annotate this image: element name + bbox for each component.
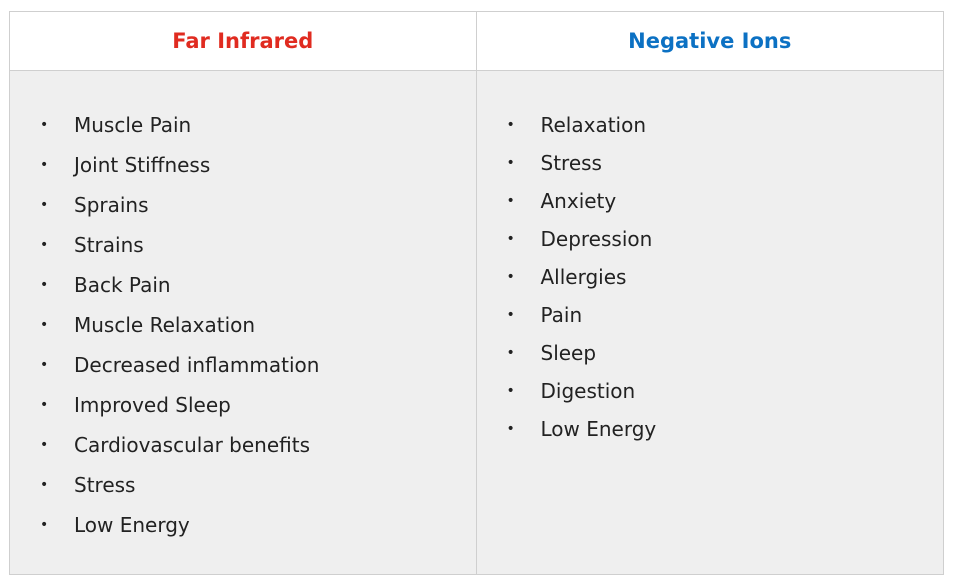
header-far-infrared: Far Infrared: [10, 12, 477, 70]
bullet-icon: •: [40, 157, 49, 173]
list-item: • Back Pain: [10, 269, 476, 309]
bullet-icon: •: [40, 357, 49, 373]
list-item: • Decreased inflammation: [10, 349, 476, 389]
bullet-icon: •: [40, 477, 49, 493]
table-header-row: Far Infrared Negative Ions: [10, 12, 943, 71]
bullet-icon: •: [40, 277, 49, 293]
negative-ions-list: • Relaxation • Stress • Anxiety • Depression • Al…: [477, 109, 944, 451]
list-item: • Joint Stiffness: [10, 149, 476, 189]
bullet-icon: •: [506, 345, 515, 361]
far-infrared-benefits-cell: • Muscle Pain • Joint Stiffness • Sprains • Str…: [10, 71, 477, 574]
negative-ions-benefits-cell: • Relaxation • Stress • Anxiety • Depression • Al…: [477, 71, 944, 574]
list-item-label: Low Energy: [540, 417, 657, 441]
list-item-label: Digestion: [540, 379, 636, 403]
list-item: • Sprains: [10, 189, 476, 229]
list-item: • Muscle Pain: [10, 109, 476, 149]
far-infrared-list: • Muscle Pain • Joint Stiffness • Sprains • Str…: [10, 109, 476, 549]
list-item: • Anxiety: [477, 185, 944, 223]
list-item: • Allergies: [477, 261, 944, 299]
list-item: • Muscle Relaxation: [10, 309, 476, 349]
bullet-icon: •: [506, 117, 515, 133]
list-item-label: Pain: [540, 303, 583, 327]
list-item-label: Relaxation: [540, 113, 647, 137]
list-item-label: Anxiety: [540, 189, 617, 213]
list-item: • Low Energy: [10, 509, 476, 549]
bullet-icon: •: [506, 383, 515, 399]
list-item: • Digestion: [477, 375, 944, 413]
bullet-icon: •: [506, 231, 515, 247]
table-body-row: • Muscle Pain • Joint Stiffness • Sprains • Str…: [10, 71, 943, 574]
list-item: • Strains: [10, 229, 476, 269]
list-item-label: Sleep: [540, 341, 597, 365]
list-item-label: Muscle Relaxation: [74, 313, 256, 337]
bullet-icon: •: [506, 155, 515, 171]
bullet-icon: •: [40, 397, 49, 413]
list-item-label: Back Pain: [74, 273, 171, 297]
list-item-label: Stress: [74, 473, 136, 497]
bullet-icon: •: [506, 421, 515, 437]
list-item-label: Sprains: [74, 193, 149, 217]
list-item: • Stress: [477, 147, 944, 185]
bullet-icon: •: [506, 269, 515, 285]
list-item-label: Allergies: [540, 265, 627, 289]
list-item-label: Joint Stiffness: [74, 153, 211, 177]
list-item-label: Strains: [74, 233, 144, 257]
bullet-icon: •: [506, 193, 515, 209]
list-item-label: Cardiovascular benefits: [74, 433, 310, 457]
bullet-icon: •: [40, 197, 49, 213]
list-item: • Stress: [10, 469, 476, 509]
bullet-icon: •: [506, 307, 515, 323]
list-item: • Low Energy: [477, 413, 944, 451]
list-item: • Cardiovascular benefits: [10, 429, 476, 469]
bullet-icon: •: [40, 237, 49, 253]
comparison-table: Far Infrared Negative Ions • Muscle Pain •…: [9, 11, 944, 575]
list-item-label: Decreased inflammation: [74, 353, 320, 377]
list-item-label: Improved Sleep: [74, 393, 231, 417]
bullet-icon: •: [40, 117, 49, 133]
list-item: • Depression: [477, 223, 944, 261]
header-negative-ions: Negative Ions: [476, 12, 943, 70]
list-item-label: Stress: [540, 151, 602, 175]
bullet-icon: •: [40, 517, 49, 533]
list-item: • Sleep: [477, 337, 944, 375]
bullet-icon: •: [40, 437, 49, 453]
list-item: • Pain: [477, 299, 944, 337]
list-item-label: Muscle Pain: [74, 113, 192, 137]
list-item: • Relaxation: [477, 109, 944, 147]
list-item: • Improved Sleep: [10, 389, 476, 429]
bullet-icon: •: [40, 317, 49, 333]
list-item-label: Low Energy: [74, 513, 190, 537]
list-item-label: Depression: [540, 227, 653, 251]
